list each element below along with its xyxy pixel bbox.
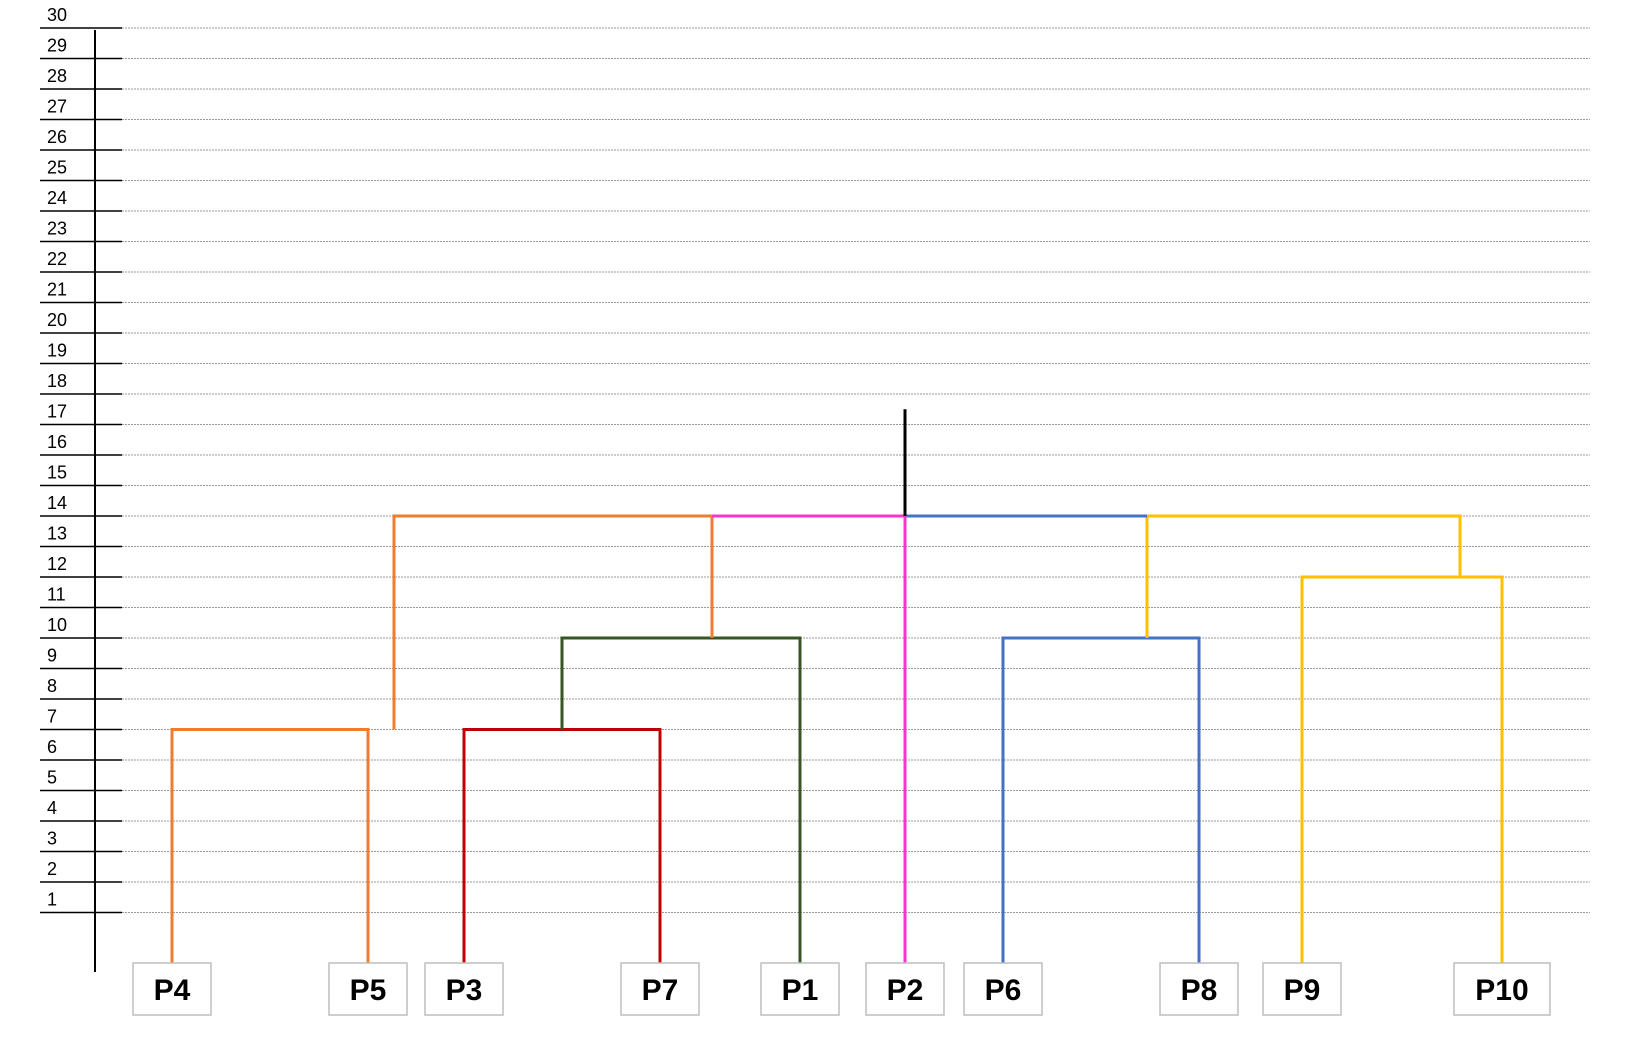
y-tick-label-2: 2 [47,859,57,879]
y-tick-label-15: 15 [47,463,67,483]
leaf-label-p4: P4 [154,974,191,1007]
leaf-box-p7 [620,962,700,1016]
y-tick-label-1: 1 [47,890,57,910]
leaf-label-p10: P10 [1475,974,1528,1007]
y-tick-label-8: 8 [47,676,57,696]
branch-p6-p8 [1001,636,1201,963]
leaf-p3: P3 [424,962,504,1016]
y-tick-label-7: 7 [47,707,57,727]
y-tick-label-16: 16 [47,432,67,452]
grid-layer [40,27,1590,914]
y-tick-label-4: 4 [47,798,57,818]
leaf-p1: P1 [760,962,840,1016]
branches [170,409,1504,963]
y-tick-label-9: 9 [47,646,57,666]
y-tick-label-19: 19 [47,341,67,361]
leaf-label-p9: P9 [1284,974,1321,1007]
leaf-labels: P4 P5 P3 P7 P1 P2 P6 P8 P9 P10 [132,962,1551,1016]
y-tick-label-5: 5 [47,768,57,788]
y-tick-label-14: 14 [47,493,67,513]
leaf-p2: P2 [865,962,945,1016]
branch-p9-p10 [1300,575,1504,963]
leaf-label-p7: P7 [642,974,679,1007]
leaf-p9: P9 [1262,962,1342,1016]
leaf-box-p10 [1453,962,1551,1016]
leaf-p7: P7 [620,962,700,1016]
branch-p3p7-p1 [560,636,802,963]
branch-p4p5-group [392,514,714,730]
y-tick-label-3: 3 [47,829,57,849]
y-tick-label-17: 17 [47,402,67,422]
y-tick-label-18: 18 [47,371,67,391]
y-tick-label-26: 26 [47,127,67,147]
y-tick-label-30: 30 [47,5,67,25]
leaf-label-p8: P8 [1181,974,1218,1007]
y-tick-labels: 1234567891011121314151617181920212223242… [47,5,67,910]
leaf-box-p9 [1262,962,1342,1016]
y-tick-label-10: 10 [47,615,67,635]
leaf-label-p5: P5 [350,974,387,1007]
y-tick-label-12: 12 [47,554,67,574]
leaf-box-p8 [1159,962,1239,1016]
leaf-box-p5 [328,962,408,1016]
leaf-p4: P4 [132,962,212,1016]
y-tick-label-24: 24 [47,188,67,208]
y-tick-label-21: 21 [47,280,67,300]
leaf-p5: P5 [328,962,408,1016]
y-tick-label-23: 23 [47,219,67,239]
y-tick-label-13: 13 [47,524,67,544]
y-tick-label-11: 11 [47,585,66,605]
y-tick-label-25: 25 [47,158,67,178]
leaf-box-p2 [865,962,945,1016]
branch-p4-p5 [170,728,370,963]
leaf-box-p6 [963,962,1043,1016]
leaf-box-p4 [132,962,212,1016]
y-tick-label-22: 22 [47,249,67,269]
y-tick-label-6: 6 [47,737,57,757]
leaf-label-p6: P6 [985,974,1022,1007]
leaf-label-p2: P2 [887,974,924,1007]
leaf-p8: P8 [1159,962,1239,1016]
y-tick-label-20: 20 [47,310,67,330]
leaf-label-p3: P3 [446,974,483,1007]
leaf-label-p1: P1 [782,974,819,1007]
y-tick-label-27: 27 [47,97,67,117]
y-tick-label-29: 29 [47,36,67,56]
y-tick-label-28: 28 [47,66,67,86]
leaf-p10: P10 [1453,962,1551,1016]
leaf-box-p1 [760,962,840,1016]
branch-p3-p7 [462,728,662,963]
leaf-box-p3 [424,962,504,1016]
branch-p6p8-p9p10-yellow [1145,514,1462,638]
leaf-p6: P6 [963,962,1043,1016]
